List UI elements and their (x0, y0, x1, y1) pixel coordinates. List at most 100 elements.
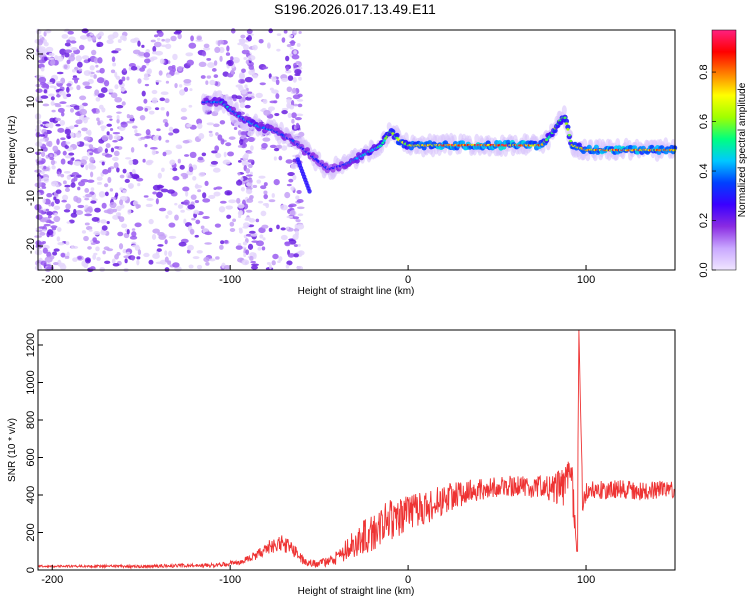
y-tick-label: 1000 (25, 370, 37, 394)
noise-dot (100, 125, 107, 129)
noise-dot (207, 62, 215, 68)
noise-dot (90, 74, 94, 78)
noise-dot (167, 189, 175, 194)
noise-dot (220, 240, 225, 245)
noise-dot (198, 61, 207, 68)
noise-dot (98, 191, 106, 198)
ridge-halo (582, 138, 588, 148)
ridge-core (564, 122, 569, 125)
noise-dot (183, 218, 187, 225)
noise-dot (122, 168, 127, 174)
noise-dot (148, 259, 154, 265)
y-tick-label: 1200 (25, 333, 37, 357)
noise-dot (63, 170, 71, 174)
noise-dot (43, 165, 47, 170)
noise-dot (142, 158, 146, 163)
noise-dot (87, 36, 92, 42)
noise-dot (131, 168, 136, 175)
noise-dot (235, 245, 243, 250)
noise-dot (226, 45, 230, 52)
noise-dot (232, 97, 237, 102)
noise-dot (155, 198, 159, 205)
noise-dot (243, 137, 249, 143)
noise-dot (134, 129, 138, 134)
noise-dot (252, 184, 258, 189)
noise-dot (120, 87, 126, 92)
noise-dot (39, 231, 46, 236)
noise-dot (271, 260, 276, 266)
noise-dot (276, 33, 282, 36)
noise-dot (88, 144, 94, 149)
noise-dot (228, 199, 237, 204)
y-tick-label: -20 (25, 238, 37, 254)
y-tick-label: 400 (25, 486, 37, 504)
noise-dot (284, 241, 291, 247)
noise-dot (64, 255, 70, 259)
noise-dot (64, 145, 69, 149)
noise-dot (46, 193, 53, 198)
noise-dot (90, 200, 97, 204)
noise-dot (101, 202, 107, 209)
ridge-core (381, 141, 385, 145)
noise-dot (174, 72, 180, 75)
ridge-core (569, 139, 573, 143)
noise-dot (114, 71, 118, 78)
noise-dot (61, 199, 67, 203)
noise-dot (249, 252, 256, 258)
noise-dot (198, 133, 205, 140)
snr-background (38, 330, 675, 570)
noise-dot (153, 41, 162, 48)
noise-dot (245, 168, 251, 174)
noise-dot (77, 256, 82, 260)
noise-dot (236, 179, 243, 186)
noise-dot (154, 34, 159, 38)
noise-dot (70, 212, 78, 218)
noise-dot (205, 80, 209, 85)
noise-dot (247, 54, 256, 61)
noise-dot (295, 113, 304, 117)
noise-dot (287, 253, 295, 258)
noise-dot (241, 160, 249, 165)
noise-dot (244, 84, 248, 89)
colorbar-tick-label: 0.4 (698, 163, 710, 178)
noise-dot (51, 109, 56, 113)
noise-dot (104, 260, 111, 265)
noise-dot (167, 210, 173, 216)
noise-dot (232, 218, 237, 222)
noise-dot (189, 88, 193, 92)
ridge-blob (307, 188, 312, 194)
noise-dot (229, 227, 236, 233)
noise-dot (261, 246, 266, 251)
noise-dot (165, 80, 170, 84)
noise-dot (143, 195, 149, 198)
noise-dot (127, 209, 132, 215)
noise-dot (113, 162, 119, 169)
noise-dot (120, 121, 128, 128)
noise-dot (126, 120, 135, 124)
noise-dot (66, 221, 71, 224)
noise-dot (53, 248, 60, 252)
noise-dot (281, 77, 289, 82)
noise-dot (290, 40, 296, 46)
noise-dot (196, 250, 203, 254)
noise-dot (258, 38, 264, 44)
noise-dot (106, 220, 110, 225)
noise-dot (143, 52, 151, 58)
x-tick-label: 100 (577, 574, 595, 586)
noise-dot (111, 56, 116, 63)
noise-dot (87, 129, 92, 136)
noise-dot (144, 107, 148, 112)
noise-dot (247, 159, 254, 163)
noise-dot (204, 231, 213, 236)
noise-dot (60, 137, 66, 141)
noise-dot (115, 212, 122, 217)
x-tick-label: -100 (219, 574, 241, 586)
noise-dot (79, 159, 87, 166)
colorbar-label: Normalized spectral amplitude (737, 82, 748, 217)
noise-dot (40, 124, 44, 127)
ridge-blob (563, 118, 570, 124)
colorbar-tick-label: 0.8 (698, 64, 710, 79)
noise-dot (202, 215, 210, 219)
noise-dot (275, 79, 280, 86)
noise-dot (139, 67, 145, 72)
